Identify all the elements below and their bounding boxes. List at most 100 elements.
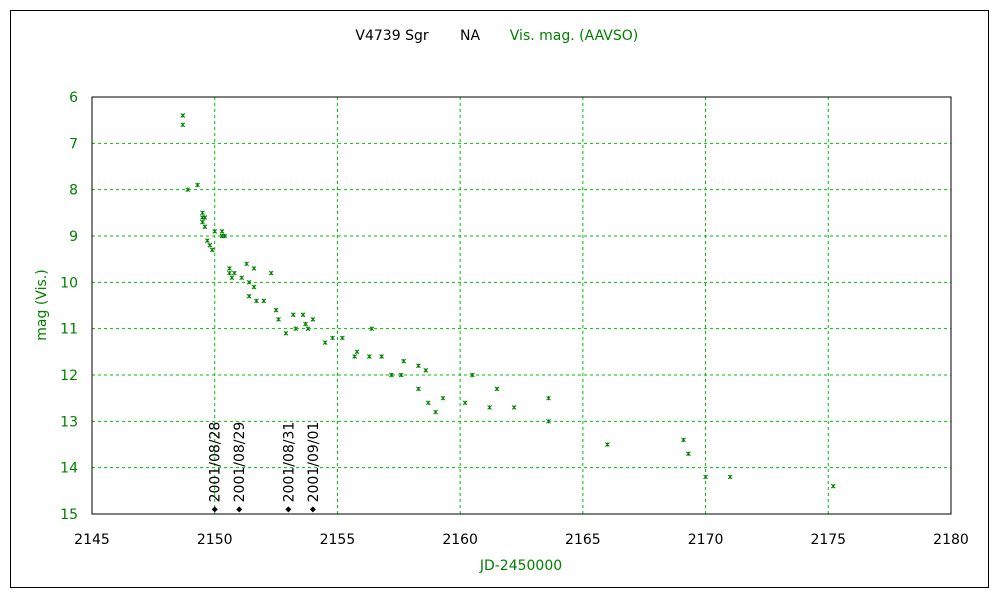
data-point xyxy=(425,400,431,406)
y-tick-label: 7 xyxy=(69,136,78,152)
date-annotation-label: 2001/09/01 xyxy=(306,422,322,503)
data-point xyxy=(310,317,316,322)
series-legend-label: Vis. mag. (AAVSO) xyxy=(510,28,638,44)
data-point xyxy=(200,210,205,216)
data-point xyxy=(546,395,551,401)
data-point xyxy=(200,219,205,225)
chart-title: V4739 Sgr xyxy=(355,28,428,44)
y-tick-label: 13 xyxy=(60,414,78,430)
data-point xyxy=(352,354,357,359)
data-point xyxy=(433,409,438,415)
date-annotation-label: 2001/08/31 xyxy=(281,422,297,503)
data-point xyxy=(727,474,733,480)
data-point xyxy=(511,405,517,410)
data-point xyxy=(366,354,372,359)
date-marker xyxy=(285,506,292,513)
data-point xyxy=(251,266,257,271)
data-point xyxy=(229,275,235,281)
date-annotations: 2001/08/28 2001/08/29 2001/08/31 2001/09/01 xyxy=(208,422,322,513)
date-marker xyxy=(211,506,218,513)
data-point xyxy=(416,363,421,369)
y-tick-label: 8 xyxy=(69,183,78,199)
data-point xyxy=(330,335,335,341)
data-point xyxy=(389,372,394,378)
data-point xyxy=(369,326,375,332)
data-point xyxy=(276,317,281,322)
data-point xyxy=(546,418,551,424)
data-point xyxy=(300,312,306,318)
data-point xyxy=(185,187,191,193)
x-tick-label: 2155 xyxy=(320,532,356,548)
data-point xyxy=(231,270,237,276)
x-tick-label: 2165 xyxy=(565,532,601,548)
x-tick-labels: 2145 2150 2155 2160 2165 2170 2175 2180 xyxy=(74,532,969,548)
y-tick-label: 9 xyxy=(69,229,78,245)
data-point xyxy=(681,437,686,443)
x-tick-label: 2170 xyxy=(688,532,724,548)
y-axis-label: mag (Vis.) xyxy=(34,269,50,340)
data-point xyxy=(354,349,360,355)
data-point xyxy=(283,330,289,336)
data-point xyxy=(202,215,208,220)
data-point xyxy=(605,442,610,447)
data-point xyxy=(268,270,274,276)
x-tick-label: 2160 xyxy=(442,532,478,548)
data-point xyxy=(180,122,186,128)
chart-title-suffix: NA xyxy=(460,28,480,44)
data-point xyxy=(339,335,345,341)
data-point xyxy=(244,261,249,267)
chart-frame xyxy=(10,10,989,588)
data-point xyxy=(703,474,708,480)
data-point xyxy=(830,483,836,489)
data-point xyxy=(246,293,252,299)
y-tick-label: 14 xyxy=(60,461,78,477)
y-tick-label: 15 xyxy=(60,507,78,523)
data-point xyxy=(202,224,208,230)
data-point xyxy=(423,368,429,373)
data-point xyxy=(303,321,308,327)
y-tick-label: 12 xyxy=(60,368,78,384)
y-tick-label: 6 xyxy=(69,90,78,106)
data-point xyxy=(222,233,227,239)
data-point xyxy=(251,284,257,290)
data-point xyxy=(494,386,500,392)
data-point xyxy=(462,400,468,406)
x-tick-label: 2175 xyxy=(810,532,846,548)
data-point xyxy=(401,358,407,364)
data-series xyxy=(180,113,836,489)
data-point xyxy=(686,451,691,457)
data-point xyxy=(290,312,296,318)
data-point xyxy=(204,238,210,243)
data-point xyxy=(322,340,328,345)
data-point xyxy=(379,354,384,359)
x-tick-label: 2145 xyxy=(74,532,110,548)
data-point xyxy=(293,326,299,332)
x-tick-label: 2180 xyxy=(933,532,969,548)
date-annotation-label: 2001/08/29 xyxy=(232,422,248,503)
data-point xyxy=(254,298,259,304)
data-point xyxy=(470,372,475,378)
data-point xyxy=(440,395,446,401)
plot-area xyxy=(91,96,952,515)
data-point xyxy=(212,229,218,234)
data-point xyxy=(398,372,404,378)
data-point xyxy=(207,242,213,248)
data-point xyxy=(305,326,311,332)
data-point xyxy=(209,247,215,253)
grid-lines xyxy=(92,97,951,514)
data-point xyxy=(180,113,186,118)
data-point xyxy=(219,229,225,234)
data-point xyxy=(239,275,245,281)
y-tick-labels: 6 7 8 9 10 11 12 13 14 15 xyxy=(60,90,78,523)
data-point xyxy=(487,405,492,410)
date-annotation-label: 2001/08/28 xyxy=(208,422,224,503)
data-point xyxy=(246,279,252,285)
y-tick-label: 11 xyxy=(60,322,78,338)
data-point xyxy=(227,266,232,271)
data-point xyxy=(416,386,421,392)
data-point xyxy=(273,307,279,313)
y-tick-label: 10 xyxy=(60,275,78,291)
data-point xyxy=(261,298,267,304)
date-marker xyxy=(309,506,316,513)
